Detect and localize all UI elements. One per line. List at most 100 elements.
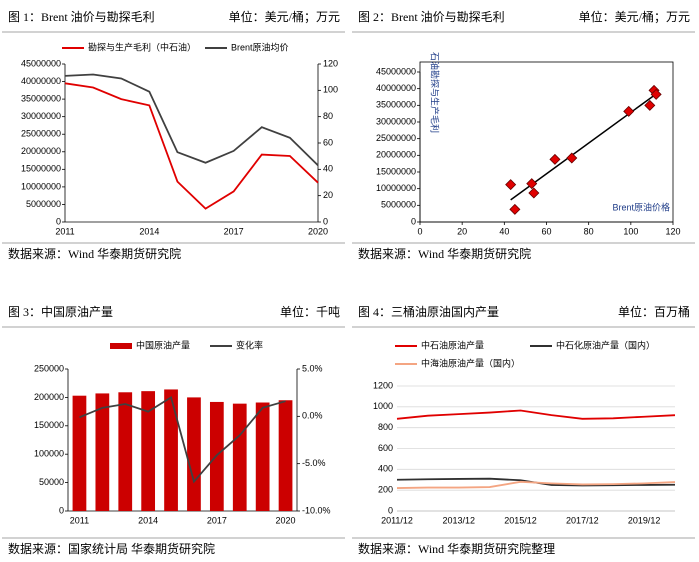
unit-label: 单位：千吨: [280, 304, 340, 319]
y-tick-label: 45000000: [21, 58, 61, 68]
x-tick-label: 2017: [207, 515, 227, 525]
y-tick-label: 200000: [34, 392, 64, 402]
x-tick-label: 2011: [55, 226, 74, 236]
bar: [72, 395, 87, 511]
x-tick-label: 100: [623, 226, 638, 236]
legend-swatch: [110, 343, 132, 349]
y-tick-label: 25000000: [376, 133, 416, 143]
y-tick-label: 0: [59, 505, 64, 515]
series-line: [79, 395, 286, 484]
y-tick-label: 40000000: [21, 76, 61, 86]
legend-label: 中国原油产量: [136, 339, 190, 350]
x-tick-label: 2015/12: [504, 515, 537, 525]
y-tick-label: 0: [411, 216, 416, 226]
y-tick-label: 30000000: [376, 116, 416, 126]
x-tick-label: 2020: [308, 226, 328, 236]
scatter-point: [644, 99, 656, 111]
unit-label: 单位：百万桶: [618, 304, 690, 319]
x-tick-label: 2020: [276, 515, 296, 525]
y-tick-label: 100000: [34, 449, 64, 459]
y-tick-label: 15000000: [376, 166, 416, 176]
source-note: 数据来源：Wind 华泰期货研究院整理: [358, 541, 555, 556]
bar: [255, 402, 270, 511]
y2-tick-label: -5.0%: [302, 458, 326, 468]
y-tick-label: 10000000: [376, 183, 416, 193]
x-tick-label: 120: [665, 226, 680, 236]
x-tick-label: 2014: [139, 226, 159, 236]
legend-label: 变化率: [236, 339, 263, 350]
legend-label: Brent原油均价: [231, 41, 289, 52]
y-tick-label: 20000000: [21, 146, 61, 156]
y2-tick-label: 0.0%: [302, 411, 323, 421]
x-tick-label: 20: [457, 226, 467, 236]
y-tick-label: 25000000: [21, 129, 61, 139]
y2-tick-label: 40: [323, 164, 333, 174]
x-tick-label: 2011/12: [381, 515, 413, 525]
x-tick-label: 2013/12: [443, 515, 476, 525]
scatter-point: [526, 178, 538, 190]
y-tick-label: 800: [378, 422, 393, 432]
bar: [141, 391, 156, 511]
legend-label: 中海油原油产量（国内）: [421, 357, 520, 368]
bar: [95, 393, 110, 511]
series-line: [64, 82, 319, 210]
figure-title: 图 2：Brent 油价与勘探毛利: [358, 10, 505, 24]
y-tick-label: 400: [378, 464, 393, 474]
y-tick-label: 45000000: [376, 66, 416, 76]
bar: [118, 392, 133, 511]
y2-tick-label: 5.0%: [302, 363, 323, 373]
scatter-point: [549, 153, 561, 165]
y-tick-label: 600: [378, 443, 393, 453]
scatter-point: [509, 203, 521, 215]
y-tick-label: 15000000: [21, 164, 61, 174]
legend-label: 中石油原油产量: [421, 339, 484, 350]
y-tick-label: 250000: [34, 363, 64, 373]
x-tick-label: 60: [541, 226, 551, 236]
y2-tick-label: 20: [323, 190, 333, 200]
y-axis-title: 石油勘探与生产毛利: [430, 52, 441, 133]
x-tick-label: 2017: [224, 226, 244, 236]
legend-label: 中石化原油产量（国内）: [556, 339, 655, 350]
y2-tick-label: 60: [323, 137, 333, 147]
y2-tick-label: 0: [323, 216, 328, 226]
x-tick-label: 0: [417, 226, 422, 236]
y-tick-label: 0: [388, 505, 393, 515]
scatter-point: [566, 152, 578, 164]
y-tick-label: 30000000: [21, 111, 61, 121]
y2-tick-label: 100: [323, 85, 338, 95]
x-axis-title: Brent原油价格: [612, 201, 670, 212]
figure-title: 图 3：中国原油产量: [8, 304, 113, 319]
plot-frame: [419, 61, 674, 223]
x-tick-label: 2017/12: [566, 515, 599, 525]
x-tick-label: 80: [584, 226, 594, 236]
scatter-point: [528, 187, 540, 199]
series-line: [64, 73, 319, 167]
y-tick-label: 150000: [34, 420, 64, 430]
x-tick-label: 2011: [70, 515, 89, 525]
y-tick-label: 50000: [39, 477, 64, 487]
y-tick-label: 0: [56, 216, 61, 226]
bar: [164, 389, 178, 511]
y-tick-label: 5000000: [381, 200, 416, 210]
scatter-point: [650, 88, 662, 100]
x-tick-label: 2019/12: [628, 515, 661, 525]
scatter-point: [505, 179, 517, 191]
y2-tick-label: -10.0%: [302, 505, 331, 515]
bar: [232, 403, 247, 511]
scatter-point: [623, 105, 635, 117]
figure-title: 图 1：Brent 油价与勘探毛利: [8, 10, 155, 24]
y-tick-label: 200: [378, 485, 393, 495]
source-note: 数据来源：国家统计局 华泰期货研究院: [8, 541, 215, 556]
unit-label: 单位：美元/桶；万元: [579, 9, 690, 24]
y-tick-label: 20000000: [376, 150, 416, 160]
y-tick-label: 35000000: [21, 93, 61, 103]
y-tick-label: 10000000: [21, 181, 61, 191]
y-tick-label: 1200: [373, 380, 393, 390]
y-tick-label: 5000000: [26, 199, 61, 209]
source-note: 数据来源：Wind 华泰期货研究院: [358, 246, 531, 261]
y-tick-label: 40000000: [376, 83, 416, 93]
x-tick-label: 40: [499, 226, 509, 236]
